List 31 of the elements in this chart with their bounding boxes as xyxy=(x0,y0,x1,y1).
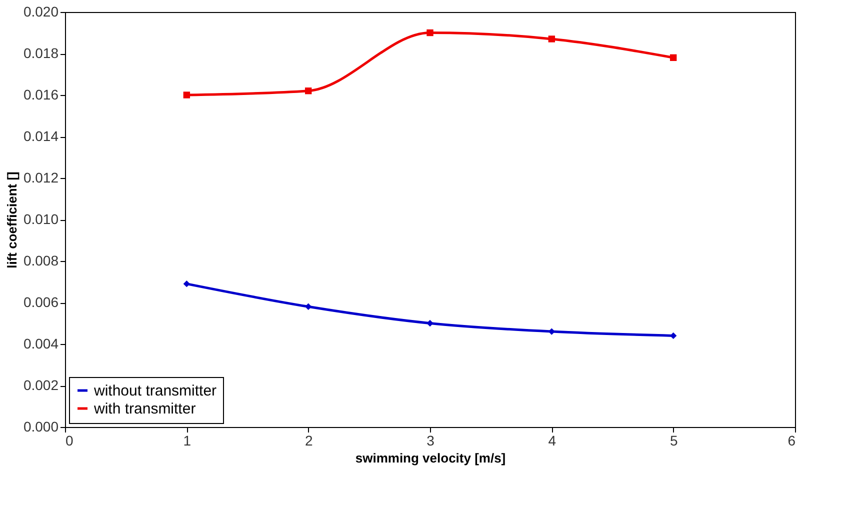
y-tick-label: 0.010 xyxy=(23,211,59,227)
y-tick-label: 0.020 xyxy=(23,4,59,20)
point xyxy=(670,332,677,340)
legend-label: with transmitter xyxy=(93,400,196,418)
x-tick-label: 2 xyxy=(304,432,313,448)
x-tick-label: 5 xyxy=(670,432,678,448)
point xyxy=(183,280,190,288)
x-tick-label: 0 xyxy=(66,432,74,448)
point xyxy=(548,36,556,42)
x-tick-label: 1 xyxy=(183,432,192,448)
x-axis-title: swimming velocity [m/s] xyxy=(355,450,506,466)
point xyxy=(426,320,434,327)
y-tick-label: 0.000 xyxy=(23,418,59,434)
legend-label: without transmitter xyxy=(93,382,217,400)
point xyxy=(304,87,312,94)
y-tick-label: 0.008 xyxy=(23,252,59,268)
y-tick-label: 0.002 xyxy=(23,377,59,393)
y-tick-label: 0.016 xyxy=(23,86,59,102)
y-axis-title: lift coefficient [] xyxy=(4,172,20,268)
point xyxy=(183,92,190,98)
y-tick-label: 0.018 xyxy=(23,45,59,61)
point xyxy=(426,29,434,36)
y-tick-label: 0.004 xyxy=(23,336,59,352)
point xyxy=(670,54,677,62)
y-tick-label: 0.012 xyxy=(23,170,59,186)
x-tick-label: 3 xyxy=(426,432,435,448)
point xyxy=(304,303,312,310)
y-tick-label: 0.006 xyxy=(23,294,59,310)
y-tick-label: 0.014 xyxy=(23,128,59,144)
x-tick-label: 6 xyxy=(788,432,796,448)
x-tick-label: 4 xyxy=(548,432,556,448)
